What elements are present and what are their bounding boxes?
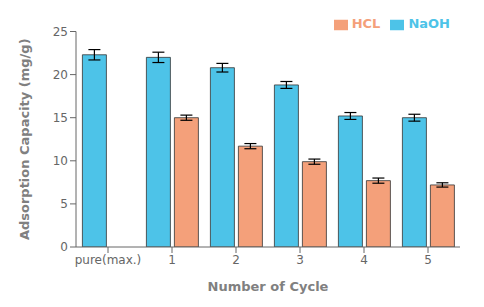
svg-text:5: 5 xyxy=(60,197,68,211)
svg-text:5: 5 xyxy=(424,253,432,267)
svg-text:20: 20 xyxy=(53,68,68,82)
svg-text:Number of Cycle: Number of Cycle xyxy=(208,279,329,294)
svg-text:1: 1 xyxy=(168,253,176,267)
svg-text:10: 10 xyxy=(53,154,68,168)
html-text:NaOH: NaOH xyxy=(408,16,450,31)
svg-text:Adsorption Capacity (mg/g): Adsorption Capacity (mg/g) xyxy=(17,38,32,240)
svg-text:25: 25 xyxy=(53,25,68,39)
svg-text:15: 15 xyxy=(53,111,68,125)
svg-text:4: 4 xyxy=(360,253,368,267)
html-text:HCL: HCL xyxy=(351,16,381,31)
svg-text:0: 0 xyxy=(60,240,68,254)
svg-text:3: 3 xyxy=(296,253,304,267)
svg-text:pure(max.): pure(max.) xyxy=(75,253,142,267)
svg-text:2: 2 xyxy=(232,253,240,267)
